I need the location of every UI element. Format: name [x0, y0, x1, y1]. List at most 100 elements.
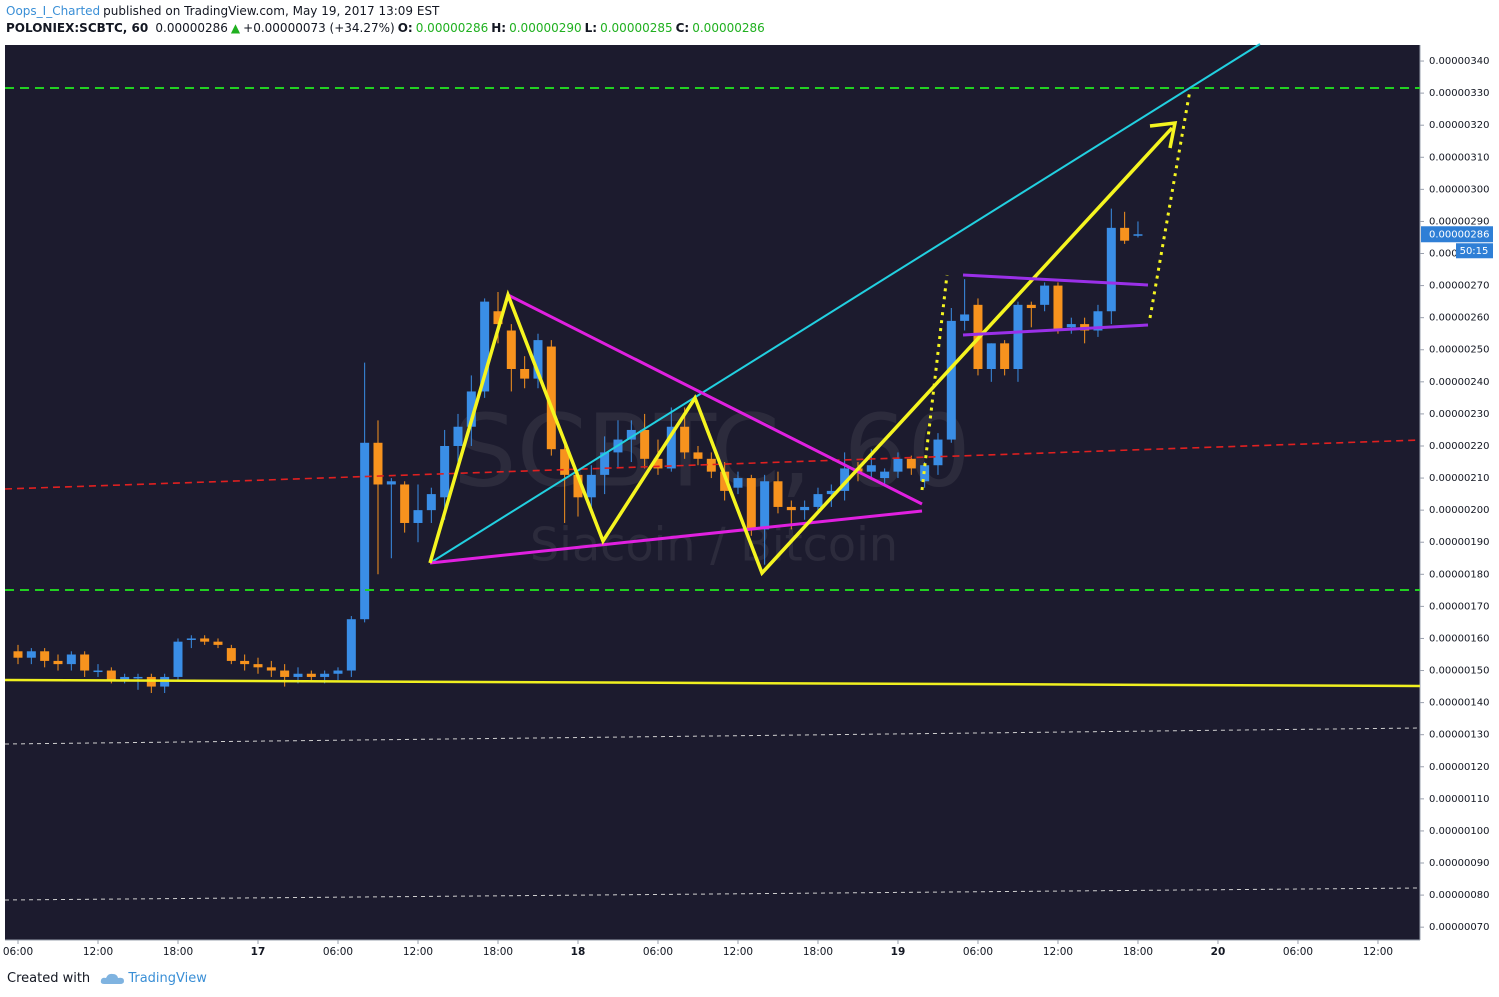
- price-label: 0.00000286: [1429, 229, 1489, 240]
- candle-body: [586, 474, 596, 498]
- x-tick-label: 18:00: [483, 946, 513, 958]
- candle-body: [1120, 227, 1130, 241]
- header-line: POLONIEX:SCBTC, 60 0.00000286 ▲ +0.0000007…: [6, 20, 768, 37]
- candle-body: [733, 478, 743, 488]
- published: published on TradingView.com, May 19, 20…: [103, 4, 440, 18]
- y-tick-label: 0.00000120: [1429, 762, 1489, 773]
- symbol: POLONIEX:SCBTC, 60: [6, 21, 149, 35]
- trend-line: [4, 439, 1421, 490]
- y-tick-label: 0.00000300: [1429, 184, 1489, 195]
- footer: Created with TradingView: [7, 971, 207, 986]
- x-tick-label: 18: [571, 946, 586, 958]
- arrow: ▲: [230, 21, 241, 35]
- x-tick-label: 06:00: [3, 946, 33, 958]
- candle-body: [560, 449, 570, 475]
- candle-body: [866, 465, 876, 472]
- candle-body: [1026, 304, 1036, 309]
- candle-body: [773, 481, 783, 507]
- candle-body: [573, 474, 583, 498]
- candle-body: [373, 442, 383, 485]
- candle-body: [600, 452, 610, 475]
- c-label: C:: [675, 21, 690, 35]
- candle-body: [440, 445, 450, 498]
- x-tick-label: 20: [1211, 946, 1226, 958]
- wedge-line: [507, 293, 923, 506]
- candle-body: [320, 673, 330, 677]
- candle-body: [653, 458, 663, 469]
- y-tick-label: 0.00000190: [1429, 537, 1489, 548]
- candle-body: [13, 651, 23, 658]
- candle-body: [880, 471, 890, 479]
- candle-body: [1013, 304, 1023, 369]
- candle-body: [173, 641, 183, 677]
- candle-body: [493, 311, 503, 325]
- x-tick-label: 06:00: [323, 946, 353, 958]
- channel-line: [429, 43, 1261, 564]
- x-tick-label: 18:00: [163, 946, 193, 958]
- candle-body: [253, 664, 263, 668]
- y-tick-label: 0.00000290: [1429, 216, 1489, 227]
- y-tick-label: 0.00000100: [1429, 826, 1489, 837]
- candle-body: [266, 667, 276, 671]
- author[interactable]: Oops_I_Charted: [6, 4, 101, 18]
- y-tick-label: 0.00000150: [1429, 666, 1489, 677]
- candle-body: [906, 458, 916, 469]
- y-tick-label: 0.00000270: [1429, 281, 1489, 292]
- c-value: 0.00000286: [692, 21, 765, 35]
- x-tick-label: 17: [251, 946, 266, 958]
- candle-body: [413, 510, 423, 523]
- candle-body: [1066, 324, 1076, 328]
- change: +0.00000073 (+34.27%): [243, 21, 395, 35]
- flag-line: [962, 323, 1149, 337]
- candle-body: [640, 429, 650, 459]
- candle-body: [120, 676, 130, 681]
- candle-body: [240, 660, 250, 665]
- candle-body: [746, 478, 756, 530]
- y-tick-label: 0.00000070: [1429, 922, 1489, 933]
- y-tick-label: 0.00000210: [1429, 473, 1489, 484]
- candle-body: [186, 638, 196, 640]
- candle-body: [960, 314, 970, 321]
- candle-body: [466, 391, 476, 427]
- candle-body: [680, 426, 690, 453]
- y-tick-label: 0.00000230: [1429, 409, 1489, 420]
- candle-body: [1133, 234, 1143, 236]
- candle-body: [826, 490, 836, 495]
- h-label: H:: [491, 21, 507, 35]
- candle-body: [213, 641, 223, 645]
- x-tick-label: 18:00: [1123, 946, 1153, 958]
- candle-body: [933, 439, 943, 466]
- last: 0.00000286: [155, 21, 228, 35]
- candle-body: [106, 670, 116, 681]
- countdown: 50:15: [1460, 246, 1489, 257]
- brand[interactable]: TradingView: [128, 971, 207, 986]
- zigzag: [428, 126, 1174, 577]
- y-tick-label: 0.00000160: [1429, 633, 1489, 644]
- plot-background: [5, 45, 1420, 940]
- projection: [1148, 89, 1192, 319]
- o-label: O:: [397, 21, 413, 35]
- candle-body: [533, 340, 543, 379]
- candle-body: [80, 654, 90, 671]
- y-tick-label: 0.00000130: [1429, 730, 1489, 741]
- candle-body: [400, 484, 410, 523]
- candle-body: [506, 330, 516, 369]
- o-value: 0.00000286: [415, 21, 489, 35]
- y-tick-label: 0.00000240: [1429, 377, 1489, 388]
- candle-body: [306, 673, 316, 677]
- y-tick-label: 0.00000260: [1429, 313, 1489, 324]
- y-tick-label: 0.00000250: [1429, 345, 1489, 356]
- base-line: [4, 678, 1421, 688]
- x-tick-label: 12:00: [1363, 946, 1393, 958]
- candle-body: [760, 481, 770, 530]
- h-value: 0.00000290: [509, 21, 582, 35]
- candle-body: [666, 426, 676, 469]
- candle-body: [53, 660, 63, 665]
- candle-body: [40, 651, 50, 661]
- arrow-head: [1149, 120, 1178, 149]
- x-tick-label: 06:00: [963, 946, 993, 958]
- drawings: [4, 43, 1421, 901]
- candle-body: [386, 481, 396, 485]
- candle-body: [786, 506, 796, 511]
